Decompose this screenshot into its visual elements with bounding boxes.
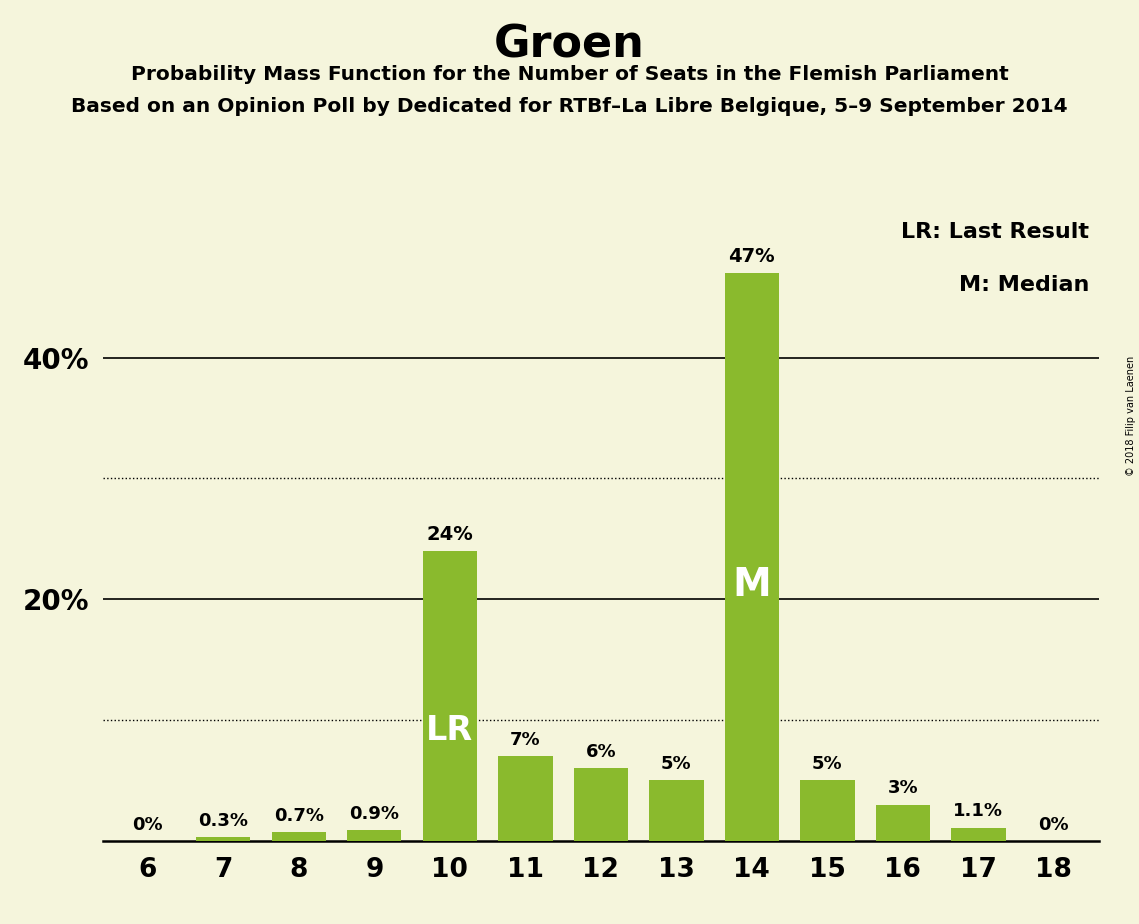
- Text: LR: LR: [426, 714, 474, 748]
- Text: © 2018 Filip van Laenen: © 2018 Filip van Laenen: [1126, 356, 1136, 476]
- Text: 47%: 47%: [729, 247, 776, 266]
- Text: Groen: Groen: [494, 23, 645, 67]
- Text: M: M: [732, 566, 771, 604]
- Bar: [574, 769, 628, 841]
- Text: 0%: 0%: [1039, 816, 1070, 833]
- Bar: [724, 273, 779, 841]
- Bar: [423, 551, 477, 841]
- Text: LR: Last Result: LR: Last Result: [901, 222, 1089, 242]
- Text: Probability Mass Function for the Number of Seats in the Flemish Parliament: Probability Mass Function for the Number…: [131, 65, 1008, 84]
- Bar: [800, 781, 854, 841]
- Text: 0%: 0%: [132, 816, 163, 833]
- Bar: [649, 781, 704, 841]
- Text: 24%: 24%: [426, 525, 473, 543]
- Bar: [876, 805, 931, 841]
- Bar: [271, 833, 326, 841]
- Text: 5%: 5%: [661, 755, 691, 773]
- Bar: [347, 830, 402, 841]
- Text: 0.9%: 0.9%: [350, 805, 400, 822]
- Text: M: Median: M: Median: [959, 275, 1089, 296]
- Text: Based on an Opinion Poll by Dedicated for RTBf–La Libre Belgique, 5–9 September : Based on an Opinion Poll by Dedicated fo…: [71, 97, 1068, 116]
- Text: 3%: 3%: [887, 779, 918, 797]
- Text: 1.1%: 1.1%: [953, 802, 1003, 821]
- Bar: [951, 828, 1006, 841]
- Bar: [196, 837, 251, 841]
- Text: 0.3%: 0.3%: [198, 812, 248, 830]
- Text: 7%: 7%: [510, 731, 541, 749]
- Text: 6%: 6%: [585, 743, 616, 761]
- Text: 5%: 5%: [812, 755, 843, 773]
- Text: 0.7%: 0.7%: [273, 808, 323, 825]
- Bar: [498, 756, 552, 841]
